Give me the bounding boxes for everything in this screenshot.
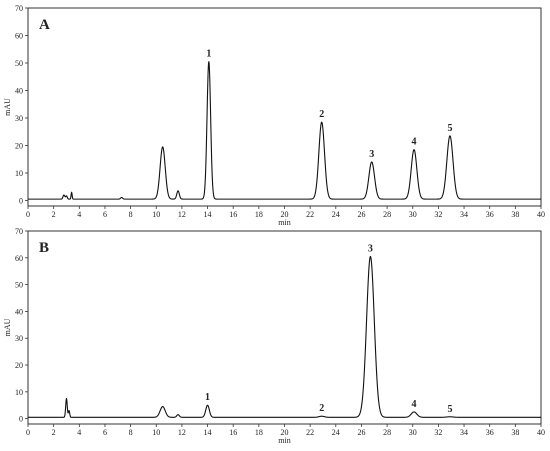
x-tick-label: 28 xyxy=(383,210,391,219)
x-tick-label: 32 xyxy=(434,210,442,219)
x-tick-label: 36 xyxy=(486,210,494,219)
x-tick-label: 30 xyxy=(409,210,417,219)
peak-label-5: 5 xyxy=(447,123,452,134)
y-axis-title: mAU xyxy=(3,318,12,336)
x-tick-label: 32 xyxy=(434,428,442,437)
x-tick-label: 22 xyxy=(306,428,314,437)
chart-panel-b: 0 2 4 6 8 10 12 14 16 18 20 22 24 26 28 30 32 34 36 38 40010… xyxy=(3,227,545,445)
x-tick-label: 34 xyxy=(460,210,468,219)
x-tick-label: 8 xyxy=(129,210,133,219)
x-tick-label: 8 xyxy=(129,428,133,437)
chromatogram-trace xyxy=(27,61,542,200)
x-tick-label: 16 xyxy=(229,210,237,219)
y-tick-label: 20 xyxy=(15,361,23,370)
peak-label-1: 1 xyxy=(206,49,211,60)
x-tick-label: 12 xyxy=(178,428,186,437)
y-tick-label: 20 xyxy=(15,142,23,151)
peak-label-2: 2 xyxy=(319,109,324,120)
chromatogram-trace xyxy=(27,255,542,418)
y-axis-title: mAU xyxy=(3,98,12,116)
x-axis-title: min xyxy=(278,436,290,445)
x-tick-label: 30 xyxy=(409,428,417,437)
x-tick-label: 10 xyxy=(152,210,160,219)
x-tick-label: 22 xyxy=(306,210,314,219)
y-tick-label: 60 xyxy=(15,32,23,41)
peak-label-2: 2 xyxy=(319,403,324,414)
y-tick-label: 30 xyxy=(15,334,23,343)
y-tick-label: 10 xyxy=(15,388,23,397)
x-tick-label: 18 xyxy=(255,210,263,219)
y-tick-label: 0 xyxy=(19,415,23,424)
plot-frame xyxy=(27,7,542,207)
x-tick-label: 28 xyxy=(383,428,391,437)
x-tick-label: 34 xyxy=(460,428,468,437)
x-tick-label: 6 xyxy=(103,428,107,437)
x-tick-label: 24 xyxy=(332,428,340,437)
x-tick-label: 26 xyxy=(357,210,365,219)
x-tick-label: 18 xyxy=(255,428,263,437)
x-tick-label: 20 xyxy=(281,428,289,437)
peak-label-4: 4 xyxy=(412,137,417,148)
x-tick-label: 16 xyxy=(229,428,237,437)
x-tick-label: 26 xyxy=(357,428,365,437)
y-tick-label: 70 xyxy=(15,227,23,236)
x-tick-label: 12 xyxy=(178,210,186,219)
y-tick-label: 70 xyxy=(15,4,23,13)
x-tick-label: 40 xyxy=(537,210,545,219)
y-tick-label: 40 xyxy=(15,307,23,316)
panel-letter: A xyxy=(39,17,50,33)
x-axis-title: min xyxy=(278,218,290,227)
y-tick-label: 40 xyxy=(15,87,23,96)
y-tick-label: 50 xyxy=(15,59,23,68)
x-tick-label: 38 xyxy=(511,428,519,437)
y-tick-label: 30 xyxy=(15,114,23,123)
x-tick-label: 2 xyxy=(52,210,56,219)
peak-label-1: 1 xyxy=(205,392,210,403)
y-tick-label: 60 xyxy=(15,254,23,263)
x-tick-label: 38 xyxy=(511,210,519,219)
chart-panel-a: 0 2 4 6 8 10 12 14 16 18 20 22 24 26 28 30 32 34 36 38 40010… xyxy=(3,4,545,227)
peak-label-5: 5 xyxy=(447,404,452,415)
x-tick-label: 40 xyxy=(537,428,545,437)
x-tick-label: 0 xyxy=(26,210,30,219)
y-tick-label: 50 xyxy=(15,281,23,290)
x-tick-label: 24 xyxy=(332,210,340,219)
x-tick-label: 14 xyxy=(204,210,212,219)
y-tick-label: 10 xyxy=(15,169,23,178)
x-tick-label: 14 xyxy=(204,428,212,437)
panel-letter: B xyxy=(39,240,49,256)
x-tick-label: 4 xyxy=(77,210,81,219)
x-tick-label: 20 xyxy=(281,210,289,219)
plot-frame xyxy=(27,230,542,425)
y-tick-label: 0 xyxy=(19,197,23,206)
x-tick-label: 36 xyxy=(486,428,494,437)
x-tick-label: 10 xyxy=(152,428,160,437)
peak-label-3: 3 xyxy=(369,149,374,160)
x-tick-label: 4 xyxy=(77,428,81,437)
x-tick-label: 6 xyxy=(103,210,107,219)
x-tick-label: 2 xyxy=(52,428,56,437)
peak-label-4: 4 xyxy=(412,399,417,410)
x-tick-label: 0 xyxy=(26,428,30,437)
peak-label-3: 3 xyxy=(368,243,373,254)
